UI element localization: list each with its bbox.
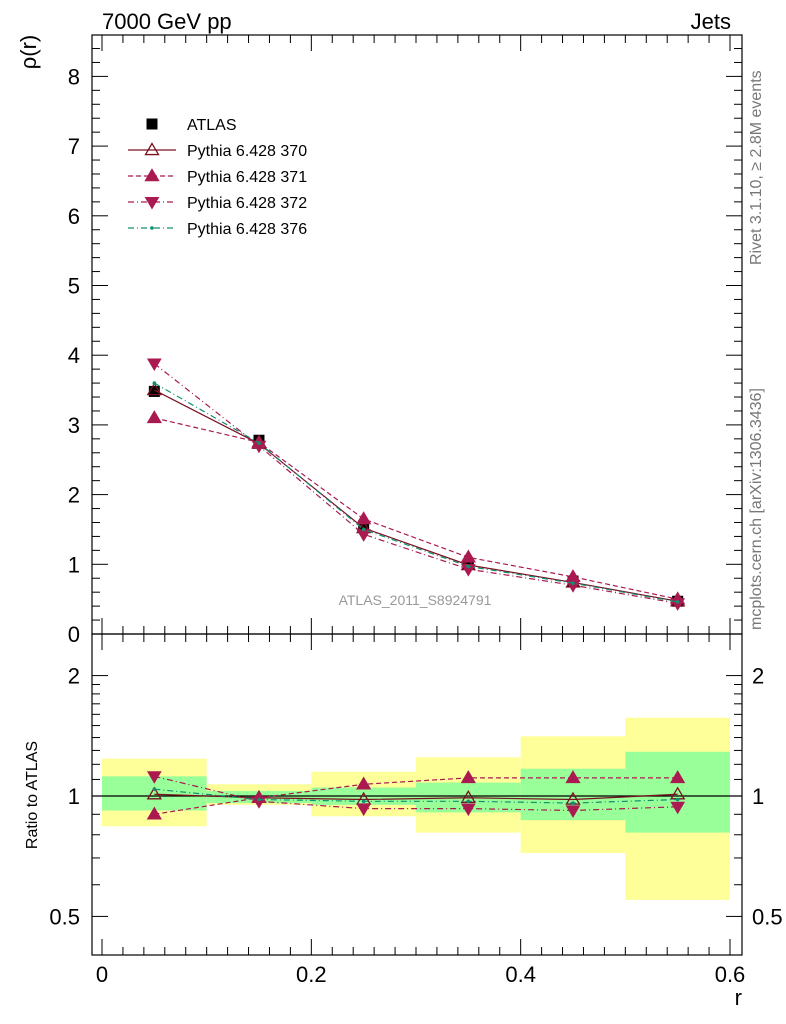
- y-tick-label: 2: [68, 483, 80, 508]
- legend-marker: [144, 196, 160, 210]
- ratio-data-point: [466, 799, 471, 804]
- x-tick-label: 0: [96, 962, 108, 987]
- ratio-data-point: [152, 787, 157, 791]
- main-data-point: [257, 441, 261, 445]
- legend-label: Pythia 6.428 371: [187, 169, 307, 186]
- main-data-point: [152, 381, 157, 385]
- main-data-point: [148, 385, 160, 397]
- ratio-data-point: [356, 803, 372, 817]
- main-data-point: [146, 358, 162, 372]
- main-data-point: [466, 564, 471, 569]
- main-ylabel: ρ(r): [16, 35, 41, 70]
- main-data-point: [356, 511, 372, 525]
- legend-marker: [144, 168, 160, 182]
- y-tick-label: 0: [68, 622, 80, 647]
- legend-marker: [144, 142, 160, 156]
- side-text-bottom: mcplots.cern.ch [arXiv:1306.3436]: [748, 388, 765, 630]
- ratio-data-point: [361, 799, 366, 804]
- ratio-data-point: [257, 797, 261, 802]
- ratio-y-tick-label: 2: [752, 664, 764, 689]
- y-tick-label: 1: [68, 552, 80, 577]
- ratio-plot: 0 0.2 0.4 0.6 0.5 0.5 1 1 2 2: [49, 633, 783, 987]
- main-data-point: [358, 520, 370, 532]
- x-tick-label: 0.4: [505, 962, 536, 987]
- main-series-line: [154, 382, 678, 603]
- y-tick-label: 7: [68, 134, 80, 159]
- main-plot: 0 1 2 3 4 5 6 7 8: [68, 34, 743, 650]
- legend-label: Pythia 6.428 376: [187, 221, 307, 238]
- watermark: ATLAS_2011_S8924791: [339, 592, 492, 608]
- main-data-point: [146, 382, 162, 396]
- ratio-ylabel: Ratio to ATLAS: [24, 741, 41, 849]
- y-tick-label: 5: [68, 274, 80, 299]
- ratio-data-point: [670, 770, 686, 784]
- ratio-data-point: [146, 771, 162, 784]
- legend: ATLAS Pythia 6.428 370 Pythia 6.428 371 Pyt…: [128, 117, 307, 238]
- x-tick-label: 0.2: [296, 962, 327, 987]
- main-series-line: [153, 363, 678, 604]
- ratio-data-point: [146, 786, 162, 800]
- stat-uncertainty-band: [625, 751, 730, 833]
- ratio-data-point: [356, 776, 372, 790]
- header-left: 7000 GeV pp: [102, 9, 232, 34]
- ratio-y-tick-label: 0.5: [752, 904, 783, 929]
- legend-marker: [150, 226, 154, 230]
- ratio-data-point: [565, 770, 581, 784]
- y-tick-label: 8: [68, 64, 80, 89]
- main-data-point: [571, 581, 575, 585]
- legend-label: ATLAS: [187, 117, 237, 134]
- ratio-series-line: [154, 775, 678, 812]
- xlabel: r: [735, 985, 742, 1010]
- ratio-data-point: [146, 806, 162, 820]
- side-text-top: Rivet 3.1.10, ≥ 2.8M events: [748, 70, 765, 265]
- ratio-series-line: [154, 777, 678, 815]
- ratio-frame: [91, 633, 743, 956]
- ratio-data-point: [571, 801, 575, 805]
- main-data-point: [361, 527, 366, 532]
- ratio-data-point: [670, 801, 686, 815]
- legend-label: Pythia 6.428 372: [187, 195, 307, 212]
- ratio-y-tick-label: 2: [68, 664, 80, 689]
- main-data-point: [460, 549, 476, 563]
- legend-marker: [146, 118, 158, 130]
- header-right: Jets: [691, 9, 731, 34]
- ratio-y-tick-label: 1: [68, 784, 80, 809]
- main-series-line: [154, 417, 678, 600]
- main-series-line: [154, 389, 678, 602]
- ratio-data-point: [460, 770, 476, 784]
- y-tick-label: 6: [68, 204, 80, 229]
- main-data-point: [146, 410, 162, 424]
- ratio-data-point: [565, 805, 581, 818]
- ratio-series-line: [154, 793, 678, 801]
- ratio-y-tick-label: 0.5: [49, 904, 80, 929]
- legend-label: Pythia 6.428 370: [187, 143, 307, 160]
- y-tick-label: 4: [68, 343, 80, 368]
- y-tick-label: 3: [68, 413, 80, 438]
- ratio-data-point: [675, 797, 680, 802]
- ratio-y-tick-label: 1: [752, 784, 764, 809]
- ratio-data-point: [460, 803, 476, 817]
- ratio-series-line: [154, 788, 678, 804]
- x-tick-label: 0.6: [715, 962, 746, 987]
- main-data-point: [565, 580, 581, 593]
- main-data-point: [675, 600, 680, 604]
